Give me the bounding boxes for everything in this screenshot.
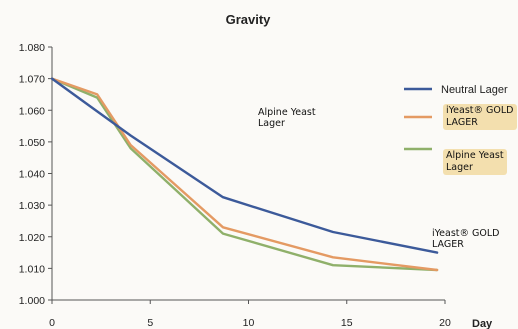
x-tick-label: 0 (49, 317, 55, 329)
series-layer (50, 77, 439, 272)
series-line-iyeast-gold-lager (50, 77, 439, 272)
x-tick-label: 20 (439, 317, 451, 329)
x-tick-label: 15 (341, 317, 353, 329)
x-tick-label: 5 (147, 317, 153, 329)
y-tick-label: 1.080 (19, 42, 45, 54)
y-tick-label: 1.010 (19, 263, 45, 275)
y-tick-label: 1.050 (19, 137, 45, 149)
legend-label-neutral-lager: Neutral Lager (441, 84, 508, 96)
annotation-iyeast-gold-lager: iYeast® GOLD LAGER (432, 228, 500, 250)
legend: Neutral Lager (404, 84, 508, 151)
axes: 1.000 1.010 1.020 1.030 1.040 1.050 1.060 1.070… (19, 42, 451, 329)
y-tick-label: 1.000 (19, 295, 45, 307)
x-axis-label: Day (472, 318, 493, 329)
series-line-alpine-yeast-lager (50, 77, 439, 272)
y-tick-label: 1.070 (19, 74, 45, 86)
x-tick-label: 10 (243, 317, 255, 329)
y-tick-label: 1.020 (19, 232, 45, 244)
y-tick-label: 1.060 (19, 105, 45, 117)
legend-tag-alpine-yeast-lager: Alpine Yeast Lager (443, 149, 507, 175)
series-line-neutral-lager (50, 77, 439, 254)
legend-tag-iyeast-gold-lager: iYeast® GOLD LAGER (443, 104, 517, 130)
y-tick-label: 1.040 (19, 169, 45, 181)
chart-title: Gravity (226, 12, 272, 27)
y-tick-label: 1.030 (19, 200, 45, 212)
annotation-alpine-yeast-lager: Alpine Yeast Lager (258, 107, 316, 129)
